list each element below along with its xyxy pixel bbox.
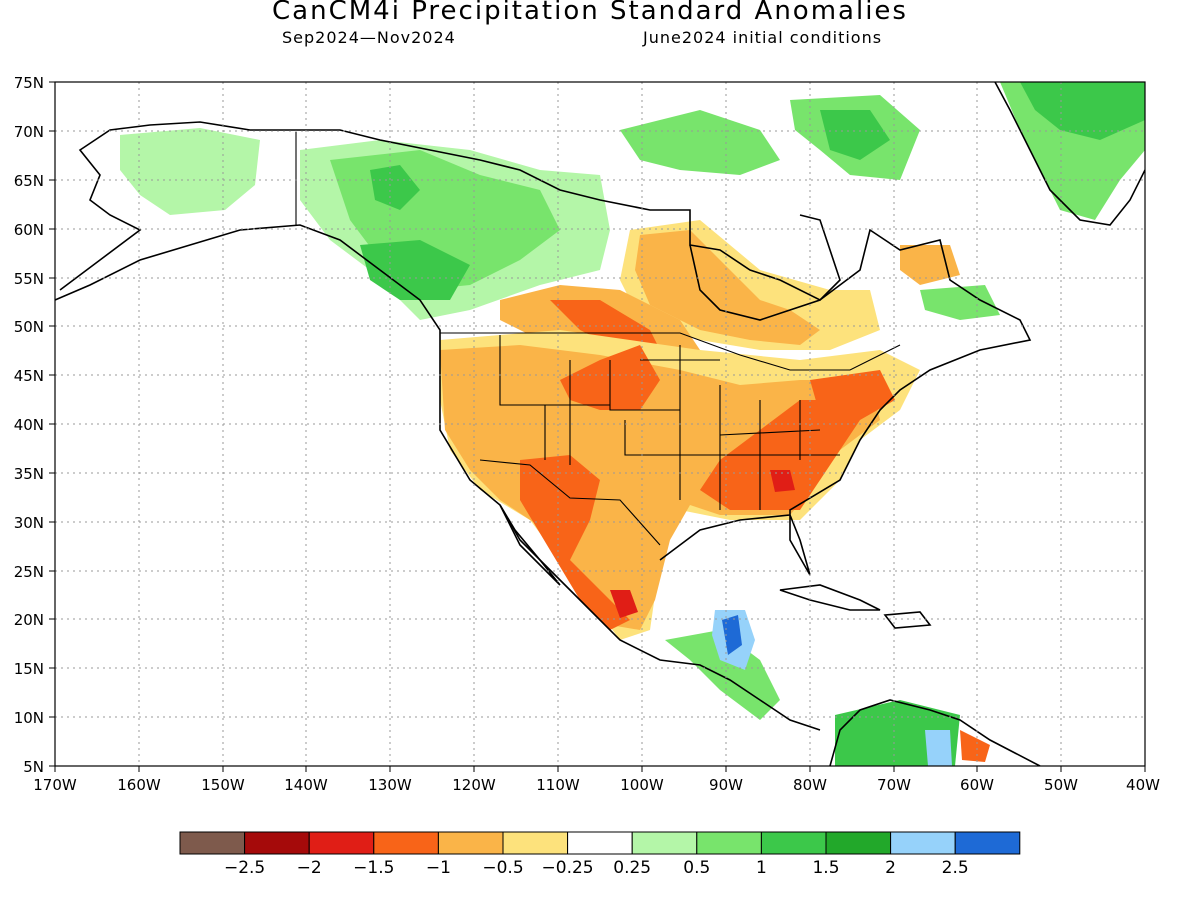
lat-label: 5N [23,758,44,776]
new-england-dry-strong [810,370,895,420]
lon-label: 100W [620,776,664,794]
colorbar-label: 1.5 [812,858,839,878]
colorbar: −2.5 −2 −1.5 −1 −0.5 −0.25 0.25 0.5 1 1.5 2 2.5 [179,831,1021,878]
bc-strong-positive [360,240,470,300]
alaska-positive-anomaly [120,128,260,215]
colorbar-swatch [308,831,375,855]
hudson-bay-coast [689,214,841,321]
lat-label: 70N [14,123,44,141]
lon-label: 50W [1044,776,1078,794]
lon-label: 70W [877,776,911,794]
colorbar-swatch [502,831,569,855]
colorbar-label: −2.5 [224,858,265,878]
colorbar-label: 2 [885,858,896,878]
lat-label: 65N [14,172,44,190]
colorbar-swatch [954,831,1021,855]
lon-label: 90W [709,776,743,794]
lat-label: 15N [14,660,44,678]
initial-conditions: June2024 initial conditions [643,28,883,47]
central-america-positive [665,630,780,720]
colorbar-swatch [696,831,762,855]
baja-coast [499,504,561,586]
lat-label: 60N [14,221,44,239]
mexico-dry-intense [610,590,638,618]
colorbar-label: 0.5 [683,858,710,878]
lat-label: 20N [14,611,44,629]
lat-label: 50N [14,318,44,336]
us-canada-border [440,332,901,371]
forecast-period: Sep2024—Nov2024 [282,28,456,47]
colorbar-swatch [825,831,892,855]
lon-label: 140W [284,776,328,794]
map-title: CanCM4i Precipitation Standard Anomalies [272,0,908,26]
prairie-dry-strong [550,300,660,350]
lat-label: 55N [14,270,44,288]
us-mexico-border [479,459,661,546]
colorbar-swatch [244,831,310,855]
lat-label: 45N [14,367,44,385]
graticule [55,82,1145,766]
latitude-labels: 75N 70N 65N 60N 55N 50N 45N 40N 35N 30N … [14,74,44,776]
guiana-dry [960,730,990,762]
colorbar-label: −0.5 [482,858,523,878]
axis-ticks [49,81,1146,772]
venezuela-very-wet [925,730,952,766]
lat-label: 25N [14,563,44,581]
quebec-dry [900,245,960,285]
south-america-coast [829,699,1041,766]
lon-label: 130W [368,776,412,794]
anomaly-shading [120,82,1145,766]
lat-label: 30N [14,514,44,532]
lon-label: 160W [117,776,161,794]
colorbar-label: 1 [756,858,767,878]
yucatan-extreme-wet [722,615,742,655]
longitude-labels: 170W 160W 150W 140W 130W 120W 110W 100W … [33,776,1160,794]
georgia-dry-intense [770,470,795,492]
labrador-positive [920,285,1000,320]
lon-label: 150W [201,776,245,794]
colorbar-label: 2.5 [942,858,969,878]
yukon-strong-positive [370,165,420,210]
colorbar-label: −0.25 [542,858,594,878]
lon-label: 120W [452,776,496,794]
arctic-islands-positive [620,110,780,175]
colorbar-label: 0.25 [613,858,651,878]
baffin-strong-positive [820,110,890,160]
lon-label: 40W [1126,776,1160,794]
southwest-dry-strong [520,455,630,630]
colorbar-swatch [437,831,504,855]
lat-label: 75N [14,74,44,92]
greenland-coast [994,82,1145,226]
lon-label: 80W [793,776,827,794]
colorbar-label: −1.5 [353,858,394,878]
colorbar-swatch [890,831,956,855]
lat-label: 10N [14,709,44,727]
colorbar-swatch [631,831,698,855]
colorbar-swatch [373,831,439,855]
colorbar-swatch [179,831,246,855]
colorbar-swatch [567,831,633,855]
lat-label: 35N [14,465,44,483]
colorbar-label: −2 [297,858,322,878]
hispaniola-coast [883,611,932,629]
colorbar-swatch [760,831,827,855]
state-lines [499,335,840,510]
lon-label: 60W [960,776,994,794]
political-boundaries [295,132,901,546]
colorbar-label: −1 [426,858,451,878]
usa-dry-moderate [440,345,880,630]
lon-label: 170W [33,776,77,794]
lat-label: 40N [14,416,44,434]
lon-label: 110W [536,776,580,794]
greenland-strong-positive [1020,82,1145,140]
